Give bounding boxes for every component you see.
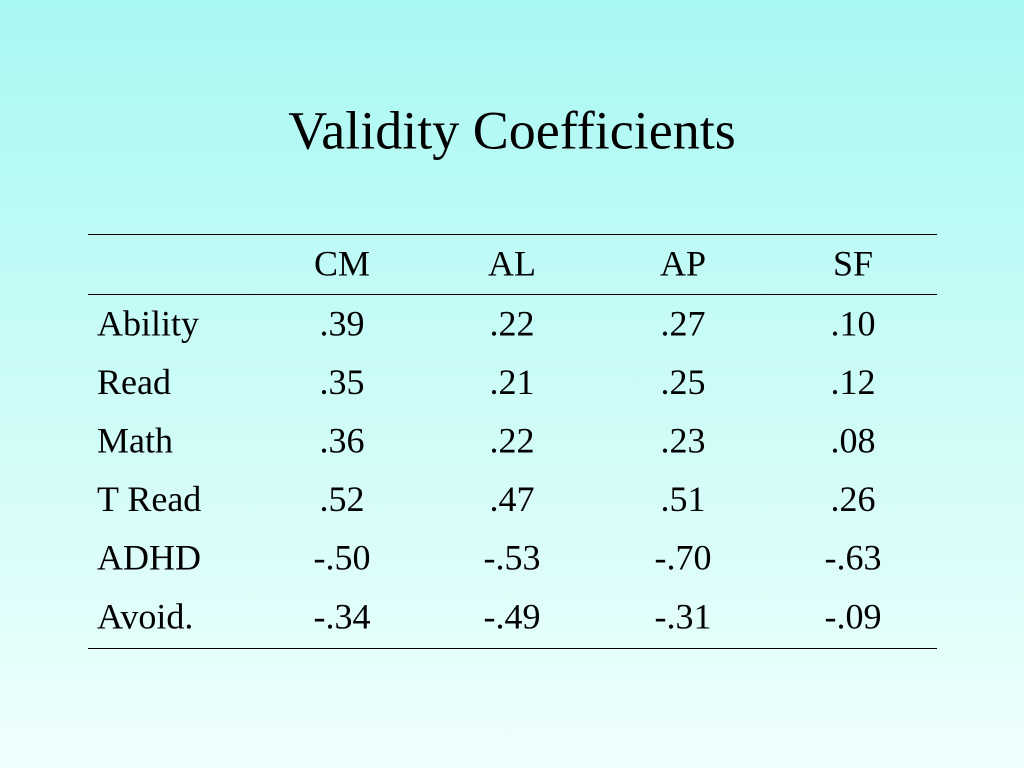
row-label: Math: [97, 420, 173, 460]
table-cell: .52: [320, 479, 365, 519]
row-label: Avoid.: [97, 596, 193, 636]
table-cell: .25: [661, 362, 706, 402]
table-cell: .35: [320, 362, 365, 402]
table-cell: -.49: [484, 596, 541, 636]
column-header: SF: [833, 243, 873, 283]
table-cell: -.63: [825, 538, 882, 578]
table-cell: .22: [490, 420, 535, 460]
table-cell: .08: [831, 420, 876, 460]
table-cell: -.70: [655, 538, 712, 578]
table-cell: .10: [831, 303, 876, 343]
table-cell: -.09: [825, 596, 882, 636]
table-cell: -.53: [484, 538, 541, 578]
table-cell: -.31: [655, 596, 712, 636]
column-header: CM: [314, 243, 370, 283]
table-cell: -.34: [314, 596, 371, 636]
row-label: Ability: [97, 303, 199, 343]
table-cell: .27: [661, 303, 706, 343]
row-label: T Read: [97, 479, 201, 519]
column-header: AP: [660, 243, 706, 283]
column-header: AL: [488, 243, 536, 283]
table-cell: .47: [490, 479, 535, 519]
table-cell: .51: [661, 479, 706, 519]
table-cell: .23: [661, 420, 706, 460]
table-cell: .36: [320, 420, 365, 460]
table: CM AL AP SF Ability .39 .22 .27 .10 Read .35 .21 .25…: [97, 243, 882, 636]
table-cell: .39: [320, 303, 365, 343]
table-cell: .26: [831, 479, 876, 519]
table-cell: -.50: [314, 538, 371, 578]
row-label: ADHD: [97, 538, 201, 578]
table-cell: .21: [490, 362, 535, 402]
table-cell: .22: [490, 303, 535, 343]
row-label: Read: [97, 362, 171, 402]
slide-title: Validity Coefficients: [288, 100, 735, 160]
table-cell: .12: [831, 362, 876, 402]
